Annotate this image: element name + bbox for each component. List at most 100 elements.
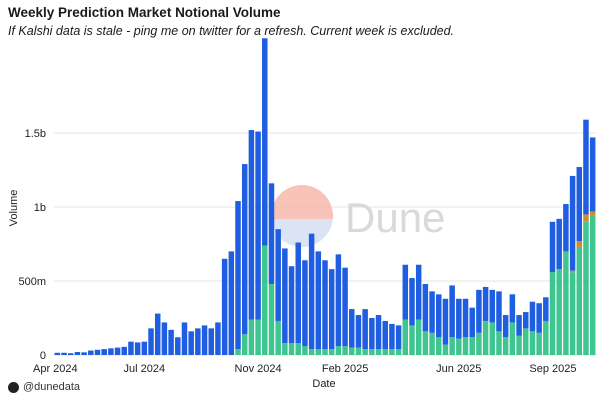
bar-a (536, 303, 542, 333)
bar-a (81, 352, 87, 355)
bar-a (509, 294, 516, 323)
bar-a (221, 258, 228, 355)
bar-a (181, 322, 188, 355)
bar-a (168, 329, 174, 355)
bar-a (502, 315, 509, 338)
bar-b (342, 346, 348, 355)
bar-a (556, 218, 562, 270)
bar-b (369, 349, 375, 355)
bar-b (235, 349, 241, 355)
bar-b (422, 331, 429, 355)
bar-b (268, 283, 275, 355)
bar-a (128, 341, 134, 355)
bar-a (195, 328, 201, 355)
bar-a (282, 248, 288, 344)
credit: @dunedata (8, 381, 80, 393)
bar-b (569, 272, 576, 355)
bar-a (241, 164, 248, 335)
x-tick-label: Nov 2024 (235, 363, 282, 375)
bar-a (148, 328, 154, 355)
bar-a (275, 229, 281, 321)
bar-b (248, 319, 255, 355)
bar-a (288, 266, 295, 344)
y-tick-label: 1b (34, 202, 46, 214)
chart-title: Weekly Prediction Market Notional Volume (8, 5, 281, 20)
bar-a (114, 347, 121, 355)
bar-a (208, 328, 214, 355)
bar-b (389, 349, 395, 355)
bar-a (101, 349, 107, 355)
x-tick-label: Jul 2024 (124, 363, 166, 375)
bar-b (476, 332, 482, 355)
bar-b (288, 343, 295, 355)
bar-b (549, 272, 556, 355)
watermark: Dune (271, 185, 445, 247)
bar-a (235, 201, 241, 350)
y-tick-label: 1.5b (25, 128, 46, 140)
bar-a (422, 283, 429, 332)
bar-a (342, 267, 348, 347)
x-axis-title: Date (312, 378, 335, 390)
bar-a (268, 183, 275, 284)
bar-a (395, 325, 402, 350)
bar-a (134, 342, 141, 355)
bar-b (489, 322, 496, 355)
x-tick-label: Jun 2025 (436, 363, 481, 375)
bar-b (382, 349, 388, 355)
bar-a (108, 348, 114, 355)
bar-b (576, 246, 583, 355)
bar-a (543, 297, 549, 321)
y-tick-label: 500m (18, 276, 46, 288)
bar-a (141, 341, 148, 355)
bar-b (449, 337, 455, 355)
bar-b (496, 331, 502, 355)
bar-b (282, 343, 288, 355)
bar-b (456, 338, 462, 355)
bar-b (556, 269, 562, 355)
bar-b (436, 337, 442, 355)
bar-a (322, 260, 328, 350)
bar-b (469, 337, 475, 355)
bar-a (349, 309, 355, 348)
bar-a (355, 315, 362, 348)
bar-a (569, 175, 576, 271)
bar-a (469, 307, 475, 338)
bar-b (241, 334, 248, 355)
bar-b (335, 346, 342, 355)
bar-b (255, 319, 261, 355)
bar-b (295, 343, 301, 355)
dune-logo-icon (8, 381, 19, 393)
bar-b (429, 332, 435, 355)
bar-a (215, 322, 221, 355)
bar-a (369, 318, 375, 350)
bar-a (175, 337, 181, 355)
bar-b (302, 346, 308, 355)
bar-b (328, 349, 335, 355)
bar-b (536, 332, 542, 355)
bar-a (429, 291, 435, 333)
bar-b (583, 221, 589, 355)
bar-c (589, 211, 596, 216)
bar-a (563, 204, 569, 252)
bar-b (349, 347, 355, 355)
bar-a (248, 130, 255, 320)
bar-a (576, 167, 583, 242)
bar-a (154, 313, 161, 355)
bar-b (402, 319, 409, 355)
bar-a (583, 119, 589, 215)
bar-a (449, 285, 455, 338)
bar-a (436, 294, 442, 338)
bar-a (308, 233, 315, 350)
bar-a (262, 38, 268, 246)
bar-a (482, 286, 489, 321)
bar-a (375, 315, 382, 350)
bar-a (529, 301, 536, 332)
bar-a (161, 322, 168, 355)
bar-b (543, 320, 549, 355)
bar-a (462, 298, 469, 338)
y-tick-label: 0 (40, 350, 46, 362)
bar-a (54, 352, 61, 355)
bar-a (188, 331, 194, 355)
watermark-orb-icon (271, 185, 333, 247)
bars (54, 38, 596, 355)
